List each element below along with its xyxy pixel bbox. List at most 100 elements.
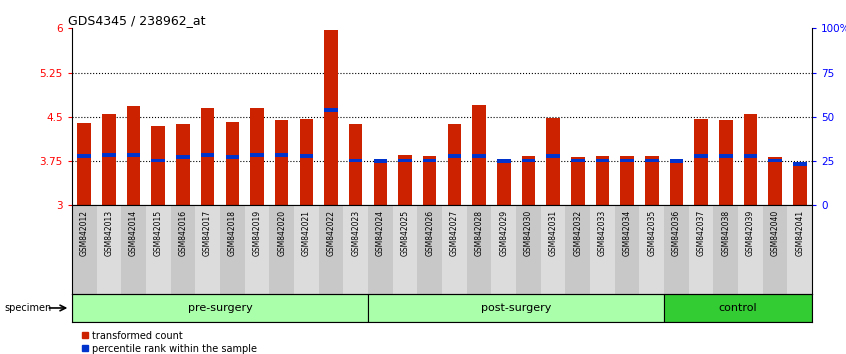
Bar bbox=[423, 156, 437, 205]
Text: GSM842015: GSM842015 bbox=[154, 210, 162, 256]
Bar bbox=[689, 205, 713, 294]
Bar bbox=[151, 159, 165, 162]
Bar bbox=[620, 159, 634, 162]
Bar bbox=[294, 205, 319, 294]
Bar bbox=[269, 205, 294, 294]
Text: GSM842019: GSM842019 bbox=[252, 210, 261, 256]
Text: GSM842020: GSM842020 bbox=[277, 210, 286, 256]
Bar bbox=[442, 205, 467, 294]
Bar bbox=[374, 159, 387, 163]
Text: GSM842017: GSM842017 bbox=[203, 210, 212, 256]
Text: GSM842013: GSM842013 bbox=[104, 210, 113, 256]
Bar bbox=[299, 154, 313, 158]
Bar bbox=[201, 108, 214, 205]
Bar bbox=[275, 153, 288, 157]
Text: GSM842028: GSM842028 bbox=[475, 210, 484, 256]
Bar bbox=[374, 160, 387, 205]
Bar bbox=[226, 155, 239, 159]
Bar bbox=[102, 114, 116, 205]
Text: GSM842027: GSM842027 bbox=[450, 210, 459, 256]
Bar bbox=[448, 154, 461, 158]
Text: GSM842037: GSM842037 bbox=[696, 210, 706, 256]
Bar bbox=[547, 118, 560, 205]
Bar bbox=[719, 120, 733, 205]
Bar bbox=[176, 124, 190, 205]
Bar bbox=[664, 205, 689, 294]
Text: specimen: specimen bbox=[4, 303, 52, 313]
Text: GSM842035: GSM842035 bbox=[647, 210, 656, 256]
Bar bbox=[695, 154, 708, 158]
Bar bbox=[299, 119, 313, 205]
Text: pre-surgery: pre-surgery bbox=[188, 303, 252, 313]
Bar bbox=[793, 162, 806, 166]
Text: GSM842031: GSM842031 bbox=[548, 210, 558, 256]
Bar bbox=[226, 121, 239, 205]
Bar bbox=[645, 159, 658, 162]
Bar bbox=[324, 108, 338, 112]
Bar bbox=[522, 159, 536, 162]
Text: GSM842025: GSM842025 bbox=[400, 210, 409, 256]
Bar bbox=[324, 30, 338, 205]
Bar bbox=[127, 153, 140, 157]
Text: GSM842040: GSM842040 bbox=[771, 210, 780, 256]
Bar bbox=[768, 157, 782, 205]
Bar bbox=[121, 205, 146, 294]
Bar bbox=[127, 106, 140, 205]
Bar bbox=[417, 205, 442, 294]
Text: GSM842018: GSM842018 bbox=[228, 210, 237, 256]
Text: GSM842041: GSM842041 bbox=[795, 210, 805, 256]
Text: GDS4345 / 238962_at: GDS4345 / 238962_at bbox=[69, 14, 206, 27]
Bar bbox=[713, 205, 738, 294]
Bar bbox=[151, 126, 165, 205]
Bar bbox=[393, 205, 417, 294]
Text: GSM842038: GSM842038 bbox=[722, 210, 730, 256]
Bar bbox=[368, 294, 664, 322]
Bar bbox=[768, 159, 782, 162]
Bar bbox=[738, 205, 763, 294]
Text: post-surgery: post-surgery bbox=[481, 303, 552, 313]
Text: GSM842022: GSM842022 bbox=[327, 210, 336, 256]
Text: GSM842029: GSM842029 bbox=[499, 210, 508, 256]
Text: GSM842021: GSM842021 bbox=[302, 210, 310, 256]
Bar bbox=[615, 205, 640, 294]
Bar bbox=[220, 205, 244, 294]
Text: GSM842026: GSM842026 bbox=[426, 210, 434, 256]
Text: GSM842032: GSM842032 bbox=[574, 210, 582, 256]
Bar bbox=[368, 205, 393, 294]
Text: GSM842012: GSM842012 bbox=[80, 210, 89, 256]
Bar bbox=[547, 154, 560, 158]
Text: GSM842036: GSM842036 bbox=[672, 210, 681, 256]
Bar bbox=[541, 205, 565, 294]
Bar bbox=[571, 159, 585, 162]
Bar bbox=[744, 154, 757, 158]
Bar bbox=[72, 205, 96, 294]
Bar bbox=[343, 205, 368, 294]
Bar bbox=[250, 108, 264, 205]
Text: GSM842030: GSM842030 bbox=[524, 210, 533, 256]
Bar bbox=[640, 205, 664, 294]
Bar bbox=[670, 159, 684, 163]
Bar bbox=[596, 159, 609, 162]
Bar bbox=[78, 123, 91, 205]
Bar bbox=[788, 205, 812, 294]
Text: GSM842024: GSM842024 bbox=[376, 210, 385, 256]
Text: GSM842039: GSM842039 bbox=[746, 210, 755, 256]
Text: GSM842033: GSM842033 bbox=[598, 210, 607, 256]
Bar bbox=[596, 156, 609, 205]
Bar bbox=[645, 156, 658, 205]
Bar bbox=[793, 164, 806, 205]
Bar bbox=[670, 159, 684, 205]
Bar bbox=[195, 205, 220, 294]
Bar bbox=[398, 159, 412, 162]
Bar bbox=[398, 155, 412, 205]
Bar bbox=[78, 154, 91, 158]
Bar bbox=[146, 205, 171, 294]
Bar bbox=[472, 105, 486, 205]
Bar bbox=[72, 294, 368, 322]
Legend: transformed count, percentile rank within the sample: transformed count, percentile rank withi… bbox=[77, 327, 261, 354]
Bar bbox=[492, 205, 516, 294]
Bar bbox=[695, 119, 708, 205]
Bar bbox=[349, 124, 362, 205]
Text: GSM842034: GSM842034 bbox=[623, 210, 632, 256]
Bar bbox=[319, 205, 343, 294]
